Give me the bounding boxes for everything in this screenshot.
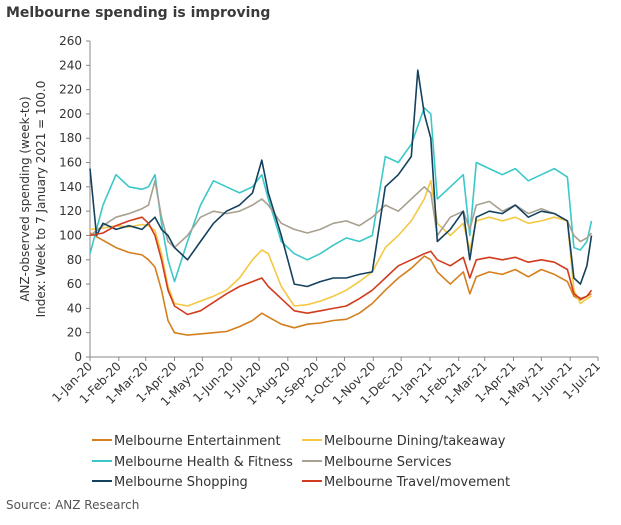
legend-label: Melbourne Health & Fitness	[114, 455, 293, 470]
series-line	[89, 216, 593, 316]
y-axis-label-line: Index: Week to 7 January 2021 = 100.0	[34, 81, 48, 318]
y-tick-label: 160	[59, 156, 82, 170]
y-tick-label: 140	[59, 180, 82, 194]
plot-area	[89, 69, 593, 336]
legend-label: Melbourne Dining/takeaway	[324, 434, 506, 449]
source-note: Source: ANZ Research	[6, 498, 140, 512]
y-tick-label: 240	[59, 58, 82, 72]
y-tick-label: 20	[67, 326, 82, 340]
legend-label: Melbourne Entertainment	[114, 434, 281, 449]
y-tick-label: 80	[67, 253, 82, 267]
y-tick-label: 120	[59, 204, 82, 218]
y-tick-label: 40	[67, 301, 82, 315]
y-tick-label: 60	[67, 277, 82, 291]
chart-title: Melbourne spending is improving	[6, 5, 271, 21]
y-axis: 0 20 40 60 80 100 120 140 160 180 200 220 240 260	[59, 34, 91, 364]
legend: Melbourne Entertainment Melbourne Dining/…	[92, 434, 510, 490]
y-tick-label: 0	[74, 350, 82, 364]
y-tick-label: 200	[59, 107, 82, 121]
series-line	[89, 180, 593, 249]
y-tick-label: 220	[59, 83, 82, 97]
legend-label: Melbourne Travel/movement	[324, 475, 510, 490]
y-tick-label: 180	[59, 131, 82, 145]
y-tick-label: 260	[59, 34, 82, 48]
legend-label: Melbourne Services	[324, 455, 452, 470]
series-line	[89, 107, 593, 283]
series-line	[89, 69, 593, 288]
y-tick-label: 100	[59, 228, 82, 242]
y-axis-label: ANZ-observed spending (week-to) Index: We…	[18, 81, 48, 318]
x-axis: 1-Jan-201-Feb-201-Mar-201-Apr-201-May-20…	[49, 356, 603, 409]
series-line	[89, 180, 592, 307]
series-line	[89, 232, 592, 336]
legend-label: Melbourne Shopping	[114, 475, 248, 490]
y-axis-label-line: ANZ-observed spending (week-to)	[18, 96, 32, 301]
